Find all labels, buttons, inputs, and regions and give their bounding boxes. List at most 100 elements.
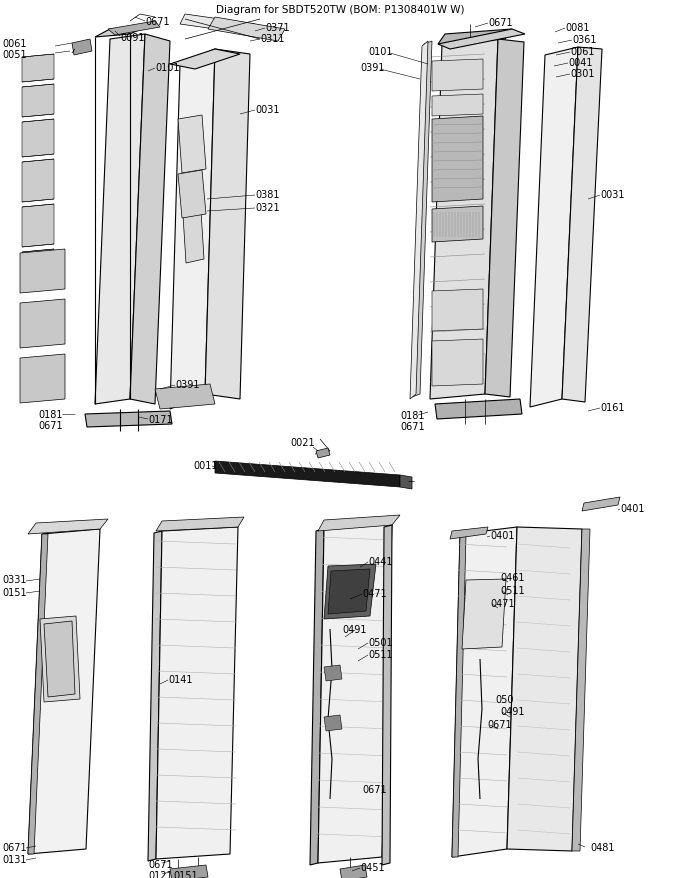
Polygon shape [178, 171, 206, 219]
Text: 0491: 0491 [342, 624, 367, 634]
Polygon shape [182, 196, 204, 263]
Polygon shape [20, 299, 65, 349]
Polygon shape [72, 40, 92, 56]
Polygon shape [28, 520, 108, 535]
Text: 0141: 0141 [168, 674, 192, 684]
Text: 0151: 0151 [2, 587, 27, 597]
Text: 0161: 0161 [600, 402, 624, 413]
Text: 0031: 0031 [255, 104, 279, 115]
Polygon shape [22, 160, 54, 203]
Polygon shape [130, 35, 170, 405]
Polygon shape [432, 60, 483, 92]
Text: 0021: 0021 [290, 437, 315, 448]
Text: 0671: 0671 [487, 719, 511, 729]
Text: 0371: 0371 [265, 23, 290, 33]
Polygon shape [318, 515, 400, 531]
Polygon shape [450, 528, 488, 539]
Polygon shape [410, 42, 428, 399]
Text: 0121: 0121 [148, 870, 173, 878]
Text: 0171: 0171 [148, 414, 173, 425]
Polygon shape [170, 50, 215, 409]
Text: 0391: 0391 [360, 63, 384, 73]
Text: 0671: 0671 [400, 421, 424, 431]
Polygon shape [412, 42, 432, 398]
Text: 0181: 0181 [400, 411, 424, 421]
Polygon shape [22, 120, 54, 158]
Polygon shape [155, 385, 215, 409]
Polygon shape [316, 449, 330, 458]
Polygon shape [400, 476, 412, 489]
Text: 0101: 0101 [368, 47, 392, 57]
Text: 0381: 0381 [255, 190, 279, 200]
Polygon shape [20, 355, 65, 404]
Polygon shape [562, 48, 602, 402]
Polygon shape [208, 18, 285, 42]
Polygon shape [205, 50, 250, 399]
Text: 0451: 0451 [360, 862, 385, 872]
Polygon shape [432, 95, 483, 117]
Text: 0501: 0501 [368, 637, 392, 647]
Text: 0031: 0031 [600, 190, 624, 200]
Polygon shape [452, 528, 517, 857]
Text: 0361: 0361 [572, 35, 596, 45]
Polygon shape [95, 35, 145, 405]
Text: 0131: 0131 [2, 854, 27, 864]
Text: 0401: 0401 [490, 530, 515, 540]
Polygon shape [318, 523, 392, 863]
Text: 0301: 0301 [570, 68, 594, 79]
Text: 0471: 0471 [362, 588, 387, 598]
Polygon shape [324, 716, 342, 731]
Text: 0671: 0671 [488, 18, 513, 28]
Polygon shape [28, 529, 100, 854]
Text: 0101: 0101 [155, 63, 180, 73]
Polygon shape [180, 15, 255, 35]
Polygon shape [430, 40, 498, 399]
Text: 0311: 0311 [260, 34, 284, 44]
Text: 0041: 0041 [568, 58, 592, 68]
Polygon shape [28, 535, 48, 854]
Polygon shape [22, 205, 54, 248]
Polygon shape [432, 206, 483, 242]
Polygon shape [485, 40, 524, 398]
Text: 0671: 0671 [2, 842, 27, 852]
Polygon shape [572, 529, 590, 851]
Polygon shape [170, 865, 208, 878]
Polygon shape [530, 48, 578, 407]
Polygon shape [178, 116, 206, 174]
Text: 0441: 0441 [368, 557, 392, 566]
Polygon shape [507, 528, 582, 851]
Text: Diagram for SBDT520TW (BOM: P1308401W W): Diagram for SBDT520TW (BOM: P1308401W W) [216, 5, 464, 15]
Polygon shape [438, 30, 525, 50]
Polygon shape [22, 55, 54, 83]
Polygon shape [310, 529, 324, 865]
Polygon shape [22, 249, 54, 283]
Text: 0491: 0491 [500, 706, 524, 716]
Polygon shape [156, 528, 238, 859]
Polygon shape [22, 85, 54, 118]
Text: 0671: 0671 [145, 17, 169, 27]
Text: 0061: 0061 [2, 39, 27, 49]
Text: 0671: 0671 [38, 421, 63, 430]
Polygon shape [452, 535, 466, 857]
Polygon shape [20, 249, 65, 293]
Polygon shape [328, 569, 370, 615]
Polygon shape [432, 117, 483, 203]
Polygon shape [170, 50, 240, 70]
Polygon shape [156, 517, 244, 531]
Polygon shape [108, 22, 160, 36]
Polygon shape [148, 531, 162, 861]
Polygon shape [215, 462, 400, 487]
Text: 0471: 0471 [490, 598, 515, 608]
Text: 0481: 0481 [590, 842, 615, 852]
Text: 0671: 0671 [362, 784, 387, 794]
Polygon shape [382, 525, 392, 865]
Polygon shape [432, 290, 483, 332]
Text: 0391: 0391 [175, 379, 199, 390]
Text: 0401: 0401 [620, 503, 645, 514]
Polygon shape [432, 340, 483, 386]
Polygon shape [438, 30, 512, 45]
Polygon shape [324, 565, 376, 619]
Polygon shape [462, 579, 506, 649]
Text: 050: 050 [495, 694, 513, 704]
Polygon shape [324, 666, 342, 681]
